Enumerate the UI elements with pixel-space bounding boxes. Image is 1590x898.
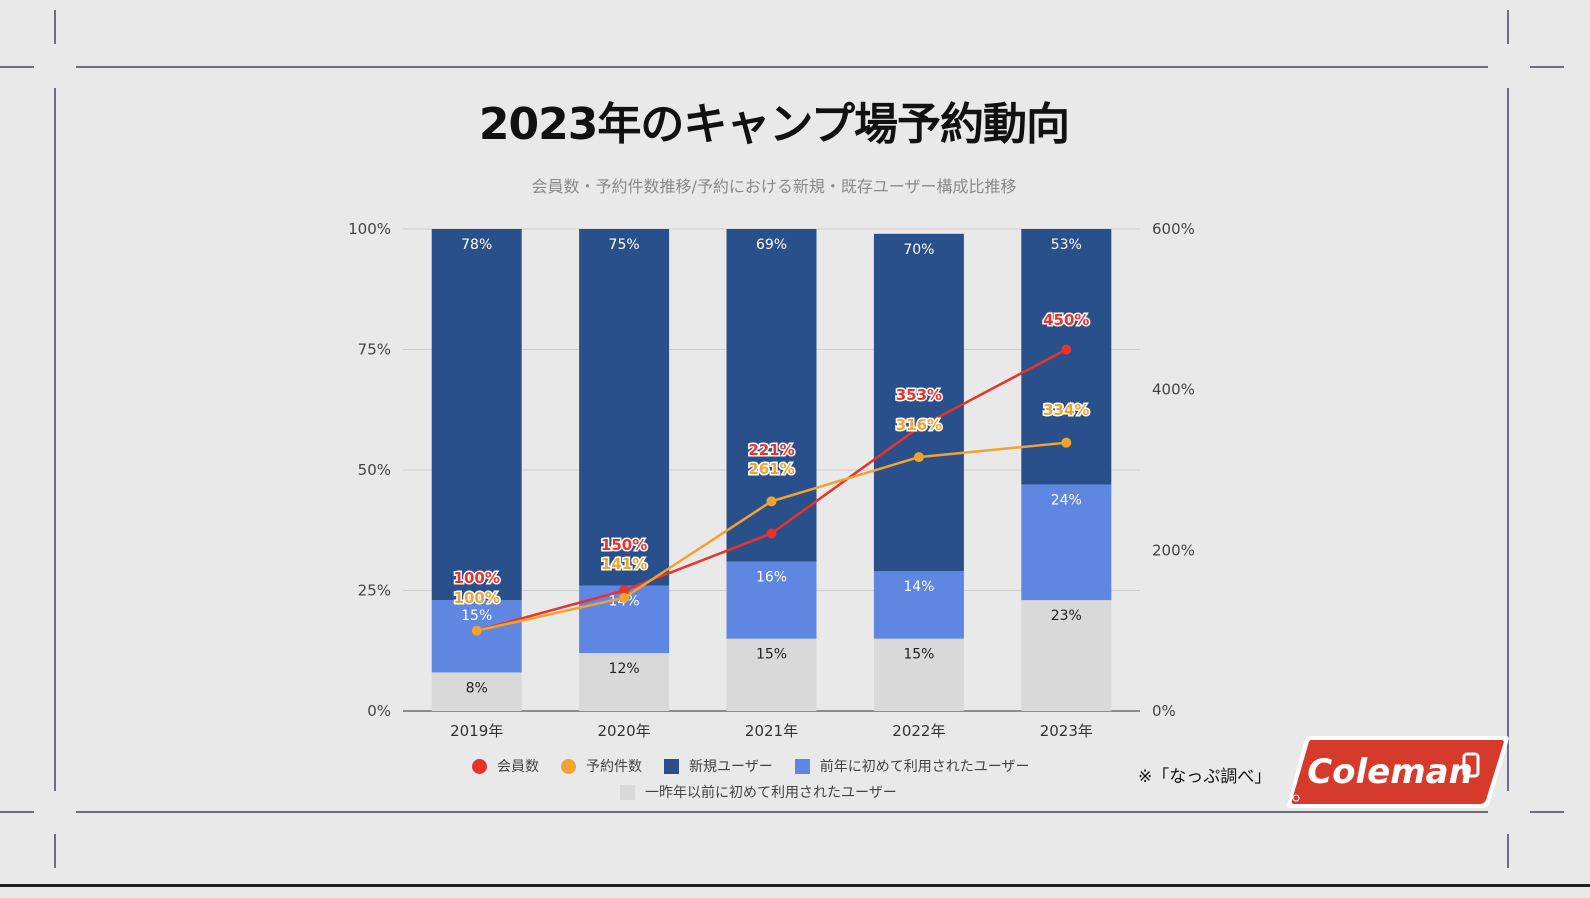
y-right-tick-label: 600% xyxy=(1152,220,1195,238)
bar-data-label: 75% xyxy=(609,237,640,253)
series-point xyxy=(619,592,630,603)
source-note: ※「なっぷ調べ」 xyxy=(1138,767,1272,787)
bar-segment xyxy=(579,653,670,711)
bar-data-label: 12% xyxy=(609,661,640,677)
legend-circle-marker xyxy=(472,758,487,774)
y-right-tick-label: 200% xyxy=(1152,541,1195,559)
line-data-label: 100% xyxy=(454,569,500,587)
y-right-tick-label: 0% xyxy=(1152,702,1176,720)
bar-segment xyxy=(431,672,522,711)
line-data-label: 150% xyxy=(601,536,647,554)
x-tick-label: 2022年 xyxy=(892,722,945,740)
bar-segment xyxy=(873,638,964,711)
line-data-label: 141% xyxy=(601,555,647,573)
legend-circle-marker xyxy=(561,758,576,774)
x-tick-label: 2021年 xyxy=(745,722,798,740)
line-data-label: 316% xyxy=(896,416,942,434)
series-point xyxy=(766,496,777,507)
series-point xyxy=(913,422,924,433)
crop-mark-tl-v xyxy=(54,10,56,44)
crop-mark-tr-h xyxy=(1530,66,1564,68)
legend-item: 一昨年以前に初めて利用されたユーザー xyxy=(620,782,897,802)
bar-data-label: 8% xyxy=(466,680,488,696)
y-left-tick-label: 75% xyxy=(358,341,391,359)
line-data-label: 353% xyxy=(896,386,942,404)
bar-data-label: 14% xyxy=(903,579,934,595)
y-left-tick-label: 50% xyxy=(358,461,391,479)
x-tick-label: 2020年 xyxy=(598,722,651,740)
legend-label: 会員数 xyxy=(497,759,539,775)
line-data-label: 100% xyxy=(454,589,500,607)
series-point xyxy=(913,452,924,463)
bar-data-label: 69% xyxy=(756,237,787,253)
coleman-lantern-icon xyxy=(1462,752,1480,778)
legend-label: 予約件数 xyxy=(586,759,642,775)
bar-data-label: 15% xyxy=(903,647,934,663)
crop-mark-bl-v xyxy=(54,834,56,868)
bar-data-label: 16% xyxy=(756,570,787,586)
bar-data-label: 70% xyxy=(903,242,934,258)
bar-segment xyxy=(579,229,670,586)
crop-mark-br-h xyxy=(1530,811,1564,813)
legend-item: 前年に初めて利用されたユーザー xyxy=(794,756,1030,776)
bar-data-label: 24% xyxy=(1051,492,1082,508)
bar-data-label: 78% xyxy=(461,237,492,253)
bar-segment xyxy=(726,561,817,639)
series-point xyxy=(471,625,482,636)
frame-left-line xyxy=(54,88,56,791)
line-data-label: 261% xyxy=(748,460,794,478)
bar-data-label: 53% xyxy=(1051,237,1082,253)
coleman-logo: Coleman xyxy=(1287,736,1509,808)
legend-row-1: 会員数 予約件数 新規ユーザー 前年に初めて利用されたユーザー xyxy=(472,756,1051,776)
line-data-label: 334% xyxy=(1043,401,1089,419)
legend-row-2: 一昨年以前に初めて利用されたユーザー xyxy=(620,782,919,802)
y-left-tick-label: 100% xyxy=(348,220,391,238)
bar-segment xyxy=(1021,484,1112,601)
frame-right-line xyxy=(1507,88,1509,791)
bar-segment xyxy=(873,233,964,572)
bar-segment xyxy=(431,600,522,673)
bar-data-label: 15% xyxy=(756,647,787,663)
line-data-label: 450% xyxy=(1043,311,1089,329)
bar-data-label: 15% xyxy=(461,608,492,624)
legend-label: 一昨年以前に初めて利用されたユーザー xyxy=(645,785,897,801)
series-point xyxy=(1061,344,1072,355)
bar-segment xyxy=(726,638,817,711)
crop-mark-br-v xyxy=(1507,834,1509,868)
bar-segment xyxy=(873,571,964,639)
legend-item: 会員数 xyxy=(472,756,539,776)
legend-square-marker xyxy=(664,758,679,774)
legend-item: 新規ユーザー xyxy=(664,756,773,776)
y-right-tick-label: 400% xyxy=(1152,381,1195,399)
coleman-logo-badge-inner xyxy=(1291,740,1504,804)
crop-mark-tl-h xyxy=(0,66,34,68)
x-tick-label: 2023年 xyxy=(1040,722,1093,740)
page-bottom-edge xyxy=(0,884,1590,887)
page-title: 2023年のキャンプ場予約動向 xyxy=(478,99,1070,150)
coleman-registered-icon xyxy=(1292,794,1300,802)
frame-top-line xyxy=(76,66,1488,68)
legend-square-marker xyxy=(620,784,635,800)
crop-mark-bl-h xyxy=(0,811,34,813)
bar-segment xyxy=(1021,600,1112,711)
y-left-tick-label: 25% xyxy=(358,582,391,600)
bar-data-label: 23% xyxy=(1051,608,1082,624)
chart-subtitle: 会員数・予約件数推移/予約における新規・既存ユーザー構成比推移 xyxy=(531,177,1017,196)
legend-item: 予約件数 xyxy=(561,756,642,776)
x-tick-label: 2019年 xyxy=(450,722,503,740)
y-left-tick-label: 0% xyxy=(367,702,391,720)
crop-mark-tr-v xyxy=(1507,10,1509,44)
legend-square-marker xyxy=(794,758,810,774)
series-point xyxy=(1061,437,1072,448)
legend-label: 新規ユーザー xyxy=(689,759,773,775)
coleman-logo-text: Coleman xyxy=(1307,752,1473,792)
legend-label: 前年に初めて利用されたユーザー xyxy=(819,759,1030,775)
bar-segment xyxy=(431,229,522,601)
series-point xyxy=(619,585,630,596)
line-data-label: 221% xyxy=(748,441,794,459)
series-point xyxy=(766,528,777,539)
frame-bottom-line xyxy=(76,811,1488,813)
